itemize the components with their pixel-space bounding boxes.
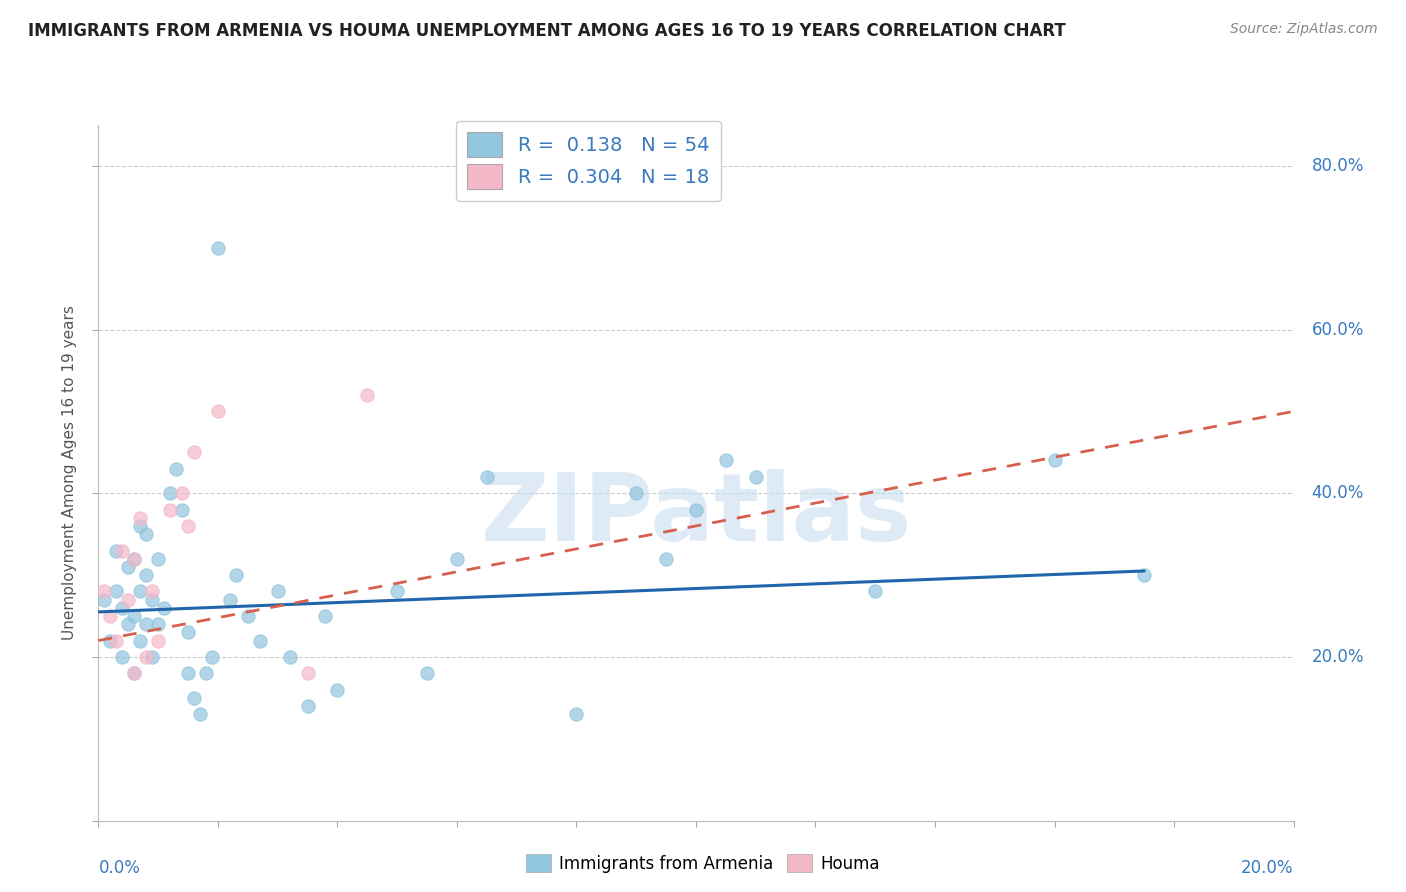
Point bbox=[326, 682, 349, 697]
Point bbox=[159, 486, 181, 500]
Point bbox=[446, 551, 468, 566]
Text: 0.0%: 0.0% bbox=[98, 859, 141, 877]
Point bbox=[249, 633, 271, 648]
Point bbox=[148, 551, 170, 566]
Point bbox=[135, 527, 157, 541]
Text: 20.0%: 20.0% bbox=[1241, 859, 1294, 877]
Point bbox=[124, 666, 146, 681]
Legend: Immigrants from Armenia, Houma: Immigrants from Armenia, Houma bbox=[519, 847, 887, 880]
Point bbox=[135, 617, 157, 632]
Point bbox=[685, 502, 707, 516]
Point bbox=[194, 666, 218, 681]
Point bbox=[655, 551, 678, 566]
Point bbox=[177, 666, 200, 681]
Point bbox=[129, 584, 152, 599]
Point bbox=[93, 592, 115, 607]
Text: 60.0%: 60.0% bbox=[1312, 320, 1364, 339]
Point bbox=[159, 502, 181, 516]
Point bbox=[117, 617, 139, 632]
Y-axis label: Unemployment Among Ages 16 to 19 years: Unemployment Among Ages 16 to 19 years bbox=[62, 305, 77, 640]
Point bbox=[111, 649, 134, 664]
Point bbox=[141, 649, 163, 664]
Point bbox=[177, 625, 200, 640]
Point bbox=[315, 609, 337, 624]
Point bbox=[714, 453, 737, 467]
Point bbox=[297, 699, 319, 714]
Point bbox=[141, 584, 163, 599]
Point bbox=[105, 633, 128, 648]
Point bbox=[219, 592, 242, 607]
Point bbox=[385, 584, 409, 599]
Legend: R =  0.138   N = 54, R =  0.304   N = 18: R = 0.138 N = 54, R = 0.304 N = 18 bbox=[456, 120, 721, 201]
Text: Source: ZipAtlas.com: Source: ZipAtlas.com bbox=[1230, 22, 1378, 37]
Point bbox=[98, 633, 122, 648]
Point bbox=[141, 592, 163, 607]
Point bbox=[105, 543, 128, 558]
Point bbox=[98, 609, 122, 624]
Point bbox=[183, 445, 205, 459]
Point bbox=[135, 649, 157, 664]
Point bbox=[267, 584, 290, 599]
Point bbox=[148, 617, 170, 632]
Point bbox=[111, 543, 134, 558]
Point bbox=[475, 470, 498, 484]
Point bbox=[745, 470, 768, 484]
Point bbox=[93, 584, 115, 599]
Text: 80.0%: 80.0% bbox=[1312, 157, 1364, 175]
Point bbox=[117, 560, 139, 574]
Point bbox=[278, 649, 301, 664]
Text: 40.0%: 40.0% bbox=[1312, 484, 1364, 502]
Point bbox=[124, 666, 146, 681]
Point bbox=[183, 690, 205, 705]
Point bbox=[172, 502, 194, 516]
Point bbox=[124, 551, 146, 566]
Point bbox=[207, 241, 229, 255]
Point bbox=[124, 551, 146, 566]
Text: IMMIGRANTS FROM ARMENIA VS HOUMA UNEMPLOYMENT AMONG AGES 16 TO 19 YEARS CORRELAT: IMMIGRANTS FROM ARMENIA VS HOUMA UNEMPLO… bbox=[28, 22, 1066, 40]
Point bbox=[297, 666, 319, 681]
Text: ZIPatlas: ZIPatlas bbox=[481, 468, 911, 560]
Point bbox=[129, 519, 152, 533]
Point bbox=[1133, 568, 1156, 582]
Point bbox=[188, 707, 211, 722]
Point bbox=[356, 388, 378, 402]
Point bbox=[129, 633, 152, 648]
Point bbox=[865, 584, 887, 599]
Point bbox=[177, 519, 200, 533]
Point bbox=[1043, 453, 1066, 467]
Point bbox=[129, 510, 152, 524]
Point bbox=[111, 600, 134, 615]
Point bbox=[105, 584, 128, 599]
Point bbox=[624, 486, 647, 500]
Text: 20.0%: 20.0% bbox=[1312, 648, 1364, 666]
Point bbox=[165, 461, 187, 475]
Point bbox=[153, 600, 176, 615]
Point bbox=[135, 568, 157, 582]
Point bbox=[236, 609, 259, 624]
Point bbox=[148, 633, 170, 648]
Point bbox=[201, 649, 224, 664]
Point bbox=[117, 592, 139, 607]
Point bbox=[225, 568, 247, 582]
Point bbox=[207, 404, 229, 418]
Point bbox=[172, 486, 194, 500]
Point bbox=[565, 707, 588, 722]
Point bbox=[416, 666, 439, 681]
Point bbox=[124, 609, 146, 624]
